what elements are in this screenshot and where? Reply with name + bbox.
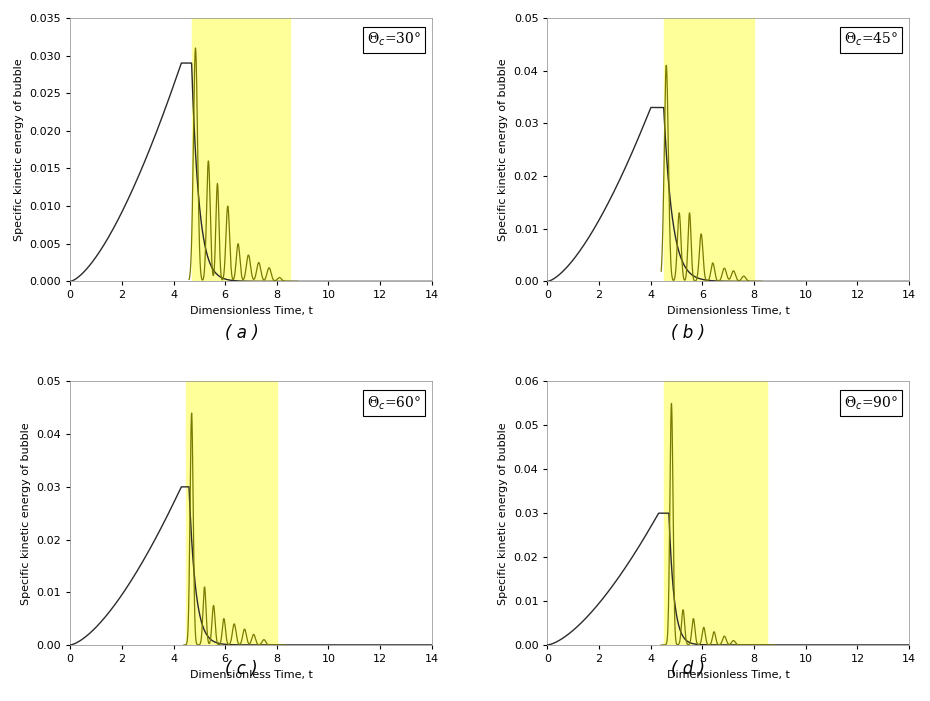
Bar: [664, 381, 767, 645]
Text: Θ$_c$=90°: Θ$_c$=90°: [844, 395, 898, 412]
Text: Θ$_c$=45°: Θ$_c$=45°: [844, 31, 898, 48]
Y-axis label: Specific kinetic energy of bubble: Specific kinetic energy of bubble: [498, 58, 508, 241]
X-axis label: Dimensionless Time, t: Dimensionless Time, t: [667, 669, 790, 679]
Bar: [192, 18, 290, 281]
Y-axis label: Specific kinetic energy of bubble: Specific kinetic energy of bubble: [20, 422, 31, 604]
Text: ( a ): ( a ): [225, 324, 259, 342]
Y-axis label: Specific kinetic energy of bubble: Specific kinetic energy of bubble: [498, 422, 508, 604]
X-axis label: Dimensionless Time, t: Dimensionless Time, t: [190, 669, 312, 679]
Bar: [664, 18, 754, 281]
Bar: [186, 381, 277, 645]
X-axis label: Dimensionless Time, t: Dimensionless Time, t: [667, 306, 790, 316]
Text: Θ$_c$=60°: Θ$_c$=60°: [366, 395, 421, 412]
Text: ( c ): ( c ): [225, 660, 259, 679]
Text: ( b ): ( b ): [671, 324, 705, 342]
Y-axis label: Specific kinetic energy of bubble: Specific kinetic energy of bubble: [14, 58, 24, 241]
Text: Θ$_c$=30°: Θ$_c$=30°: [366, 31, 421, 48]
Text: ( d ): ( d ): [671, 660, 705, 679]
X-axis label: Dimensionless Time, t: Dimensionless Time, t: [190, 306, 312, 316]
